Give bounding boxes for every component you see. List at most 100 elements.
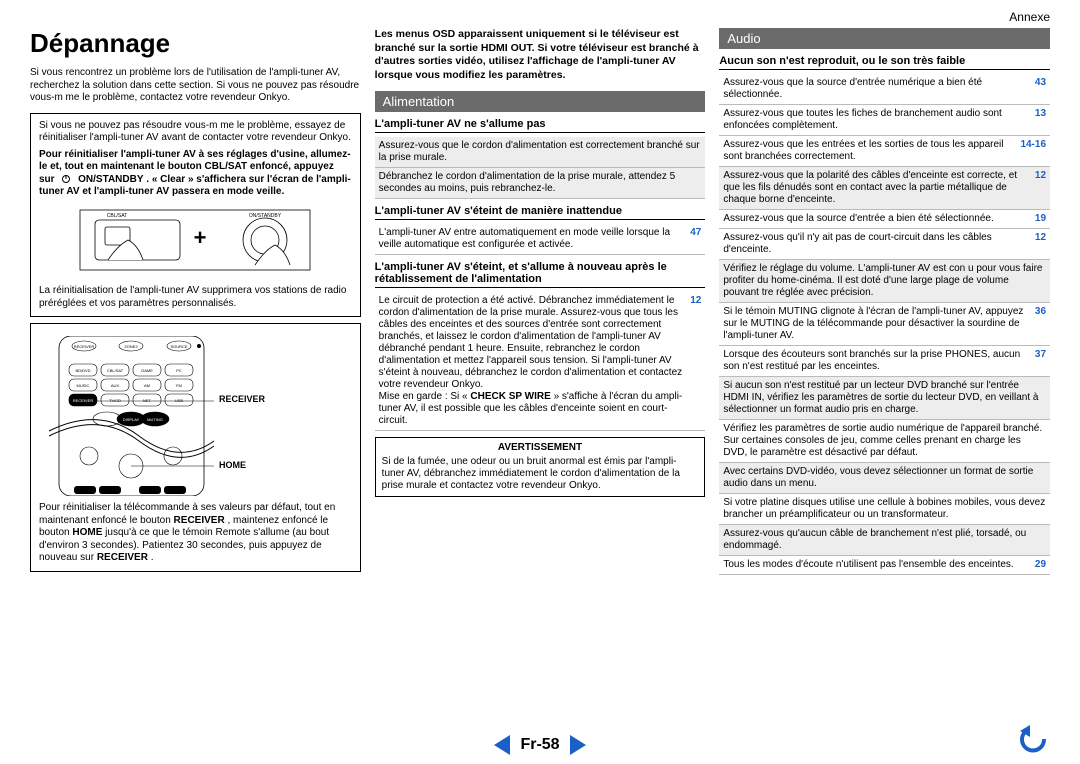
unit-reset-diagram: CBL/SAT + ON/STANDBY [39, 205, 352, 280]
item-text: Assurez-vous que toutes les fiches de br… [723, 108, 1029, 132]
list-item: Si le témoin MUTING clignote à l'écran d… [719, 303, 1050, 346]
alim3-item: Le circuit de protection a été activé. D… [375, 292, 706, 431]
svg-text:USB: USB [175, 398, 184, 403]
page: Annexe Dépannage Si vous rencontrez un p… [0, 0, 1080, 588]
alim3-text: Le circuit de protection a été activé. D… [379, 295, 685, 427]
svg-text:PC: PC [176, 368, 182, 373]
svg-text:MUSIC: MUSIC [77, 383, 90, 388]
svg-text:AUX: AUX [111, 383, 120, 388]
section-alimentation: Alimentation [375, 91, 706, 112]
page-ref[interactable]: 13 [1035, 108, 1046, 132]
warning-body: Si de la fumée, une odeur ou un bruit an… [382, 456, 699, 492]
item-text: Assurez-vous que le cordon d'alimentatio… [379, 140, 702, 164]
item-text: L'ampli-tuner AV entre automatiquement e… [379, 227, 685, 251]
alim1-list: Assurez-vous que le cordon d'alimentatio… [375, 137, 706, 199]
sub-audio-1: Aucun son n'est reproduit, ou le son trè… [719, 55, 1050, 70]
item-text: Assurez-vous que la polarité des câbles … [723, 170, 1029, 206]
page-number: Fr-58 [520, 736, 559, 754]
list-item: Assurez-vous que les entrées et les sort… [719, 136, 1050, 167]
svg-text:RECEIVER: RECEIVER [73, 398, 94, 403]
list-item: Assurez-vous qu'il n'y ait pas de court-… [719, 229, 1050, 260]
sub-alim-1: L'ampli-tuner AV ne s'allume pas [375, 118, 706, 133]
page-nav: Fr-58 [494, 735, 585, 755]
prev-page-icon[interactable] [494, 735, 510, 755]
page-ref[interactable]: 29 [1035, 559, 1046, 571]
list-item: Si votre platine disques utilise une cel… [719, 494, 1050, 525]
svg-text:+: + [194, 225, 207, 250]
item-text: Débranchez le cordon d'alimentation de l… [379, 171, 702, 195]
svg-text:AM: AM [144, 383, 150, 388]
sub-alim-2: L'ampli-tuner AV s'éteint de manière ina… [375, 205, 706, 220]
item-text: Vérifiez le réglage du volume. L'ampli-t… [723, 263, 1046, 299]
reset-unit-p2b: ON/STANDBY [78, 174, 143, 185]
reset-unit-p2: Pour réinitialiser l'ampli-tuner AV à se… [39, 149, 352, 199]
list-item: Vérifiez le réglage du volume. L'ampli-t… [719, 260, 1050, 303]
item-text: Avec certains DVD-vidéo, vous devez séle… [723, 466, 1046, 490]
item-text: Tous les modes d'écoute n'utilisent pas … [723, 559, 1029, 571]
power-icon [57, 174, 75, 184]
list-item: L'ampli-tuner AV entre automatiquement e… [375, 224, 706, 255]
svg-text:DISPLAY: DISPLAY [123, 417, 140, 422]
svg-text:GAME: GAME [141, 368, 153, 373]
item-text: Si le témoin MUTING clignote à l'écran d… [723, 306, 1029, 342]
audio-list: Assurez-vous que la source d'entrée numé… [719, 74, 1050, 575]
next-page-icon[interactable] [570, 735, 586, 755]
list-item: Assurez-vous que la source d'entrée numé… [719, 74, 1050, 105]
page-title: Dépannage [30, 28, 361, 59]
reset-unit-p3: La réinitialisation de l'ampli-tuner AV … [39, 285, 352, 310]
page-ref[interactable]: 36 [1035, 306, 1046, 342]
reset-unit-box: Si vous ne pouvez pas résoudre vous-m me… [30, 113, 361, 318]
svg-text:ZONE2: ZONE2 [124, 344, 138, 349]
svg-text:FM: FM [176, 383, 182, 388]
alim3-page[interactable]: 12 [690, 295, 701, 427]
page-ref[interactable]: 37 [1035, 349, 1046, 373]
list-item: Si aucun son n'est restitué par un lecte… [719, 377, 1050, 420]
item-text: Si aucun son n'est restitué par un lecte… [723, 380, 1046, 416]
list-item: Lorsque des écouteurs sont branchés sur … [719, 346, 1050, 377]
svg-text:BD/DVD: BD/DVD [75, 368, 90, 373]
item-text: Assurez-vous qu'il n'y ait pas de court-… [723, 232, 1029, 256]
list-item: Débranchez le cordon d'alimentation de l… [375, 168, 706, 199]
intro-text: Si vous rencontrez un problème lors de l… [30, 67, 361, 105]
item-text: Si votre platine disques utilise une cel… [723, 497, 1046, 521]
warning-title: AVERTISSEMENT [382, 442, 699, 454]
list-item: Assurez-vous que le cordon d'alimentatio… [375, 137, 706, 168]
page-ref[interactable]: 14-16 [1020, 139, 1046, 163]
list-item: Assurez-vous que la source d'entrée a bi… [719, 210, 1050, 229]
col-1: Dépannage Si vous rencontrez un problème… [30, 28, 361, 578]
page-ref[interactable]: 12 [1035, 170, 1046, 206]
back-icon[interactable] [1016, 725, 1050, 758]
footer: Fr-58 [0, 735, 1080, 758]
page-ref[interactable]: 19 [1035, 213, 1046, 225]
svg-text:RECEIVER: RECEIVER [74, 344, 95, 349]
page-ref[interactable]: 12 [1035, 232, 1046, 256]
alim2-list: L'ampli-tuner AV entre automatiquement e… [375, 224, 706, 255]
osd-warning: Les menus OSD apparaissent uniquement si… [375, 28, 706, 83]
section-audio: Audio [719, 28, 1050, 49]
page-ref[interactable]: 43 [1035, 77, 1046, 101]
svg-text:TV/CD: TV/CD [109, 398, 121, 403]
list-item: Assurez-vous que la polarité des câbles … [719, 167, 1050, 210]
list-item: Avec certains DVD-vidéo, vous devez séle… [719, 463, 1050, 494]
page-ref[interactable]: 47 [690, 227, 701, 251]
item-text: Assurez-vous que la source d'entrée numé… [723, 77, 1029, 101]
columns: Dépannage Si vous rencontrez un problème… [30, 28, 1050, 578]
reset-unit-p1: Si vous ne pouvez pas résoudre vous-m me… [39, 120, 352, 145]
remote-diagram: RECEIVER ZONE2 SOURCE BD/DVD CBL/SAT GAM… [39, 336, 352, 496]
list-item: Assurez-vous qu'aucun câble de brancheme… [719, 525, 1050, 556]
col-3: Audio Aucun son n'est reproduit, ou le s… [719, 28, 1050, 578]
list-item: Assurez-vous que toutes les fiches de br… [719, 105, 1050, 136]
receiver-label: RECEIVER [219, 394, 265, 405]
col-2: Les menus OSD apparaissent uniquement si… [375, 28, 706, 578]
svg-text:ON/STANDBY: ON/STANDBY [249, 213, 282, 219]
svg-text:NET: NET [143, 398, 152, 403]
warning-box: AVERTISSEMENT Si de la fumée, une odeur … [375, 437, 706, 497]
item-text: Assurez-vous qu'aucun câble de brancheme… [723, 528, 1046, 552]
list-item: Vérifiez les paramètres de sortie audio … [719, 420, 1050, 463]
list-item: Tous les modes d'écoute n'utilisent pas … [719, 556, 1050, 575]
svg-text:CBL/SAT: CBL/SAT [107, 368, 124, 373]
home-label: HOME [219, 460, 246, 471]
reset-remote-p: Pour réinitialiser la télécommande à ses… [39, 502, 352, 565]
reset-remote-box: RECEIVER ZONE2 SOURCE BD/DVD CBL/SAT GAM… [30, 323, 361, 572]
item-text: Lorsque des écouteurs sont branchés sur … [723, 349, 1029, 373]
